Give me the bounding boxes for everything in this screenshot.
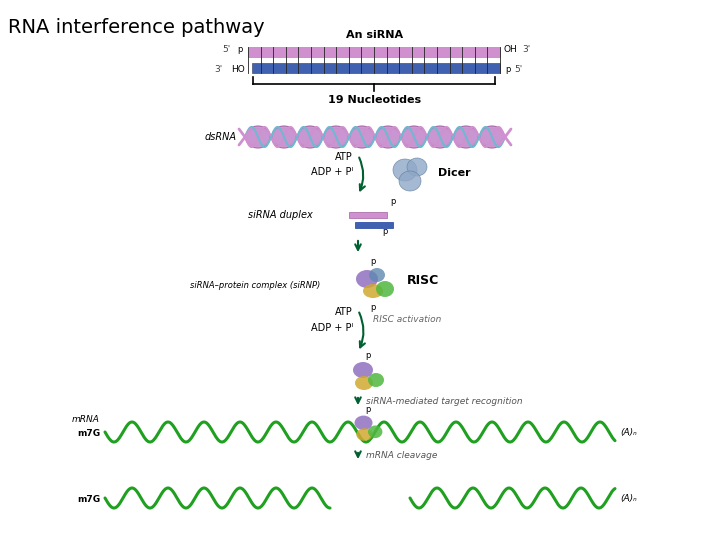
Ellipse shape xyxy=(376,126,400,148)
Text: siRNA-mediated target recognition: siRNA-mediated target recognition xyxy=(366,397,523,407)
Ellipse shape xyxy=(369,268,385,282)
Ellipse shape xyxy=(368,373,384,387)
Text: ADP + Pᴵ: ADP + Pᴵ xyxy=(311,323,353,333)
Ellipse shape xyxy=(350,126,374,148)
Text: mRNA cleavage: mRNA cleavage xyxy=(366,451,437,461)
Ellipse shape xyxy=(454,128,477,146)
Ellipse shape xyxy=(246,128,270,146)
Ellipse shape xyxy=(356,270,378,288)
Ellipse shape xyxy=(393,159,417,181)
Text: p: p xyxy=(238,45,243,55)
Text: HO: HO xyxy=(231,65,245,75)
Text: mRNA: mRNA xyxy=(72,415,100,424)
Ellipse shape xyxy=(272,128,296,146)
Text: ADP + Pᴵ: ADP + Pᴵ xyxy=(311,167,353,177)
Text: 3': 3' xyxy=(214,65,222,75)
Ellipse shape xyxy=(356,428,372,441)
Ellipse shape xyxy=(298,128,322,146)
Ellipse shape xyxy=(454,126,478,148)
Ellipse shape xyxy=(353,362,373,378)
Text: p: p xyxy=(505,65,510,75)
Ellipse shape xyxy=(376,281,394,297)
Text: OH: OH xyxy=(504,45,518,55)
Text: siRNA–protein complex (siRNP): siRNA–protein complex (siRNP) xyxy=(190,280,320,289)
Ellipse shape xyxy=(324,128,348,146)
Text: m7G: m7G xyxy=(77,429,100,438)
Text: RISC: RISC xyxy=(407,273,439,287)
Text: 5': 5' xyxy=(514,65,522,75)
Text: An siRNA: An siRNA xyxy=(346,30,404,40)
Text: (A)ₙ: (A)ₙ xyxy=(620,428,636,436)
Ellipse shape xyxy=(271,126,297,148)
Text: 3': 3' xyxy=(522,45,530,55)
Ellipse shape xyxy=(377,128,400,146)
Text: p: p xyxy=(370,302,376,312)
Ellipse shape xyxy=(246,126,270,148)
FancyBboxPatch shape xyxy=(349,212,387,218)
Text: dsRNA: dsRNA xyxy=(205,132,237,142)
Ellipse shape xyxy=(355,376,373,390)
Ellipse shape xyxy=(428,126,452,148)
Text: ATP: ATP xyxy=(336,152,353,162)
Ellipse shape xyxy=(402,128,426,146)
Ellipse shape xyxy=(402,126,426,148)
Text: (A)ₙ: (A)ₙ xyxy=(620,494,636,503)
Text: p: p xyxy=(390,198,395,206)
Text: p: p xyxy=(370,256,376,266)
Text: ATP: ATP xyxy=(336,307,353,317)
Text: RNA interference pathway: RNA interference pathway xyxy=(8,18,265,37)
Ellipse shape xyxy=(480,128,504,146)
Text: Dicer: Dicer xyxy=(438,168,471,178)
Text: RISC activation: RISC activation xyxy=(373,315,441,325)
Ellipse shape xyxy=(399,171,421,191)
Text: p: p xyxy=(382,227,387,237)
Ellipse shape xyxy=(351,128,374,146)
Text: 5': 5' xyxy=(222,45,230,55)
FancyBboxPatch shape xyxy=(248,47,500,57)
Ellipse shape xyxy=(354,416,372,430)
Ellipse shape xyxy=(363,284,383,298)
Ellipse shape xyxy=(407,158,427,176)
Text: m7G: m7G xyxy=(77,496,100,504)
Text: p: p xyxy=(365,406,371,415)
Text: 19 Nucleotides: 19 Nucleotides xyxy=(328,95,422,105)
Text: p: p xyxy=(365,352,371,361)
Ellipse shape xyxy=(428,128,451,146)
FancyBboxPatch shape xyxy=(355,222,393,228)
Ellipse shape xyxy=(297,126,323,148)
Text: siRNA duplex: siRNA duplex xyxy=(248,210,313,220)
Ellipse shape xyxy=(480,126,504,148)
FancyBboxPatch shape xyxy=(252,63,500,73)
Ellipse shape xyxy=(368,426,382,438)
Ellipse shape xyxy=(324,126,348,148)
